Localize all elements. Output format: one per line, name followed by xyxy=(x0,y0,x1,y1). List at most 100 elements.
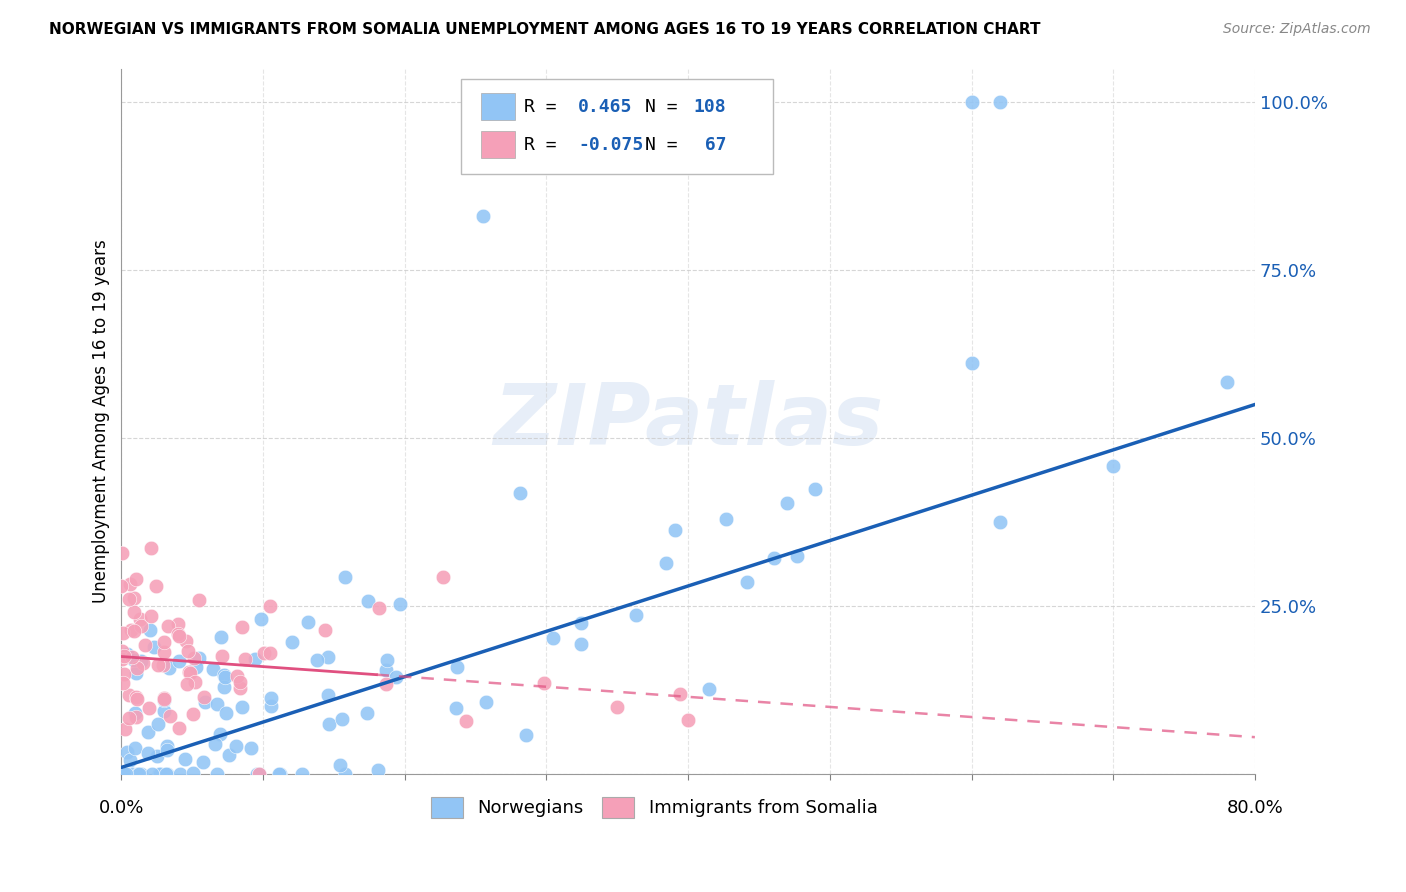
Legend: Norwegians, Immigrants from Somalia: Norwegians, Immigrants from Somalia xyxy=(423,789,884,825)
Point xyxy=(1215,375,1237,389)
Text: N =: N = xyxy=(645,136,689,153)
Point xyxy=(247,767,270,781)
Point xyxy=(152,645,174,659)
Point xyxy=(775,496,797,510)
Point xyxy=(127,661,149,675)
Point xyxy=(664,523,686,537)
Point xyxy=(152,658,174,673)
Point xyxy=(737,575,759,590)
Point xyxy=(157,618,180,632)
Point xyxy=(388,597,411,611)
Point xyxy=(131,767,153,781)
Point xyxy=(145,578,167,592)
Point xyxy=(111,546,134,560)
Point xyxy=(281,634,304,648)
Point xyxy=(120,753,142,767)
Point xyxy=(183,650,205,665)
Point xyxy=(156,739,179,754)
Point xyxy=(141,541,163,555)
Point xyxy=(110,579,132,593)
Point xyxy=(155,767,177,781)
Point xyxy=(159,708,181,723)
Point xyxy=(166,617,188,632)
Point xyxy=(112,649,135,664)
Point xyxy=(333,767,356,781)
Point xyxy=(152,693,174,707)
Point xyxy=(214,670,236,684)
Point xyxy=(118,689,141,703)
Point xyxy=(471,210,494,224)
Text: 80.0%: 80.0% xyxy=(1226,799,1284,817)
Point xyxy=(207,767,229,781)
Point xyxy=(377,653,399,667)
Point xyxy=(125,690,148,704)
Point xyxy=(127,691,149,706)
Point xyxy=(152,704,174,718)
Point xyxy=(225,739,247,753)
Point xyxy=(201,662,224,676)
Point xyxy=(111,676,134,690)
Point xyxy=(253,646,276,660)
Point xyxy=(1102,458,1125,473)
Point xyxy=(111,767,134,781)
Point xyxy=(188,650,211,665)
Text: R =: R = xyxy=(524,97,567,116)
Point xyxy=(121,767,143,781)
Point xyxy=(122,624,145,639)
Point xyxy=(115,746,138,760)
Point xyxy=(692,95,714,109)
Point xyxy=(218,748,240,763)
Point xyxy=(115,767,138,781)
Point xyxy=(716,511,738,525)
Point xyxy=(330,713,353,727)
FancyBboxPatch shape xyxy=(481,94,515,120)
Point xyxy=(960,356,983,370)
Point xyxy=(676,714,699,728)
Point xyxy=(146,748,169,763)
Point xyxy=(763,550,786,565)
Point xyxy=(148,658,170,673)
Point xyxy=(117,592,139,607)
Point xyxy=(786,549,808,563)
Point xyxy=(191,756,214,770)
Point xyxy=(111,652,134,666)
Point xyxy=(606,700,628,714)
Point xyxy=(367,763,389,777)
Point xyxy=(124,653,146,667)
Point xyxy=(115,647,138,661)
Point xyxy=(156,743,179,757)
Point xyxy=(446,660,468,674)
Point xyxy=(115,767,138,781)
Point xyxy=(125,767,148,781)
Point xyxy=(260,699,283,714)
Text: NORWEGIAN VS IMMIGRANTS FROM SOMALIA UNEMPLOYMENT AMONG AGES 16 TO 19 YEARS CORR: NORWEGIAN VS IMMIGRANTS FROM SOMALIA UNE… xyxy=(49,22,1040,37)
Point xyxy=(125,710,148,724)
Point xyxy=(169,654,191,668)
Point xyxy=(181,765,204,780)
Text: 0.465: 0.465 xyxy=(578,97,633,116)
Point xyxy=(357,594,380,608)
Point xyxy=(226,669,249,683)
Point xyxy=(713,95,735,109)
Point xyxy=(157,661,180,675)
Point xyxy=(229,681,252,695)
Point xyxy=(184,660,207,674)
Point xyxy=(120,624,142,638)
Point xyxy=(194,695,217,709)
Point xyxy=(305,653,328,667)
Point xyxy=(624,608,647,623)
Point xyxy=(385,670,408,684)
Point xyxy=(988,515,1011,529)
Point xyxy=(329,758,352,772)
Point xyxy=(118,711,141,725)
Point xyxy=(515,728,537,742)
Point xyxy=(247,767,270,781)
Point xyxy=(112,767,135,781)
Point xyxy=(167,629,190,643)
Point xyxy=(804,483,827,497)
Point xyxy=(231,620,253,634)
FancyBboxPatch shape xyxy=(461,79,773,174)
Point xyxy=(205,698,228,712)
Point xyxy=(156,767,179,781)
Point xyxy=(444,700,467,714)
